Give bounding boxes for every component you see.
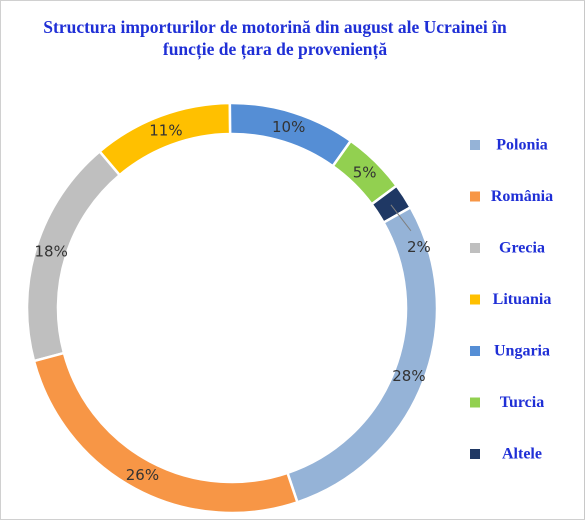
legend-swatch-romania	[470, 191, 480, 202]
data-label-altele: 2%	[407, 238, 431, 256]
legend-swatch-lituania	[470, 294, 480, 305]
legend-item-grecia: Grecia	[470, 240, 545, 257]
legend-item-romania: România	[470, 188, 553, 205]
legend-swatch-ungaria	[470, 346, 480, 356]
data-label-ungaria: 10%	[272, 118, 305, 136]
legend-label-turcia: Turcia	[500, 394, 544, 411]
data-label-polonia: 28%	[392, 367, 425, 385]
legend-item-turcia: Turcia	[470, 394, 544, 411]
chart-title: Structura importurilor de motorină din a…	[43, 17, 507, 59]
legend-label-altele: Altele	[502, 446, 542, 463]
leader-line-altele	[390, 204, 412, 232]
legend-item-polonia: Polonia	[470, 137, 548, 154]
legend: Polonia România Grecia Lituania Ungaria Turci…	[470, 137, 553, 463]
legend-item-lituania: Lituania	[470, 291, 551, 308]
legend-swatch-altele	[470, 449, 480, 459]
data-label-grecia: 18%	[34, 242, 67, 260]
slices-group	[25, 101, 439, 515]
data-label-turcia: 5%	[353, 164, 377, 182]
legend-item-altele: Altele	[470, 446, 542, 463]
legend-label-polonia: Polonia	[496, 137, 548, 154]
legend-label-grecia: Grecia	[499, 240, 545, 257]
data-label-lituania: 11%	[149, 121, 182, 139]
legend-label-lituania: Lituania	[493, 291, 552, 308]
legend-swatch-turcia	[470, 397, 480, 408]
labels-group: 18% 11% 10% 5% 2% 28% 26%	[34, 118, 430, 484]
legend-swatch-polonia	[470, 140, 480, 150]
data-label-romania: 26%	[126, 466, 159, 484]
slice-romania	[32, 351, 299, 515]
legend-label-romania: România	[491, 188, 553, 205]
legend-item-ungaria: Ungaria	[470, 343, 550, 360]
legend-label-ungaria: Ungaria	[494, 343, 550, 360]
legend-swatch-grecia	[470, 243, 480, 253]
